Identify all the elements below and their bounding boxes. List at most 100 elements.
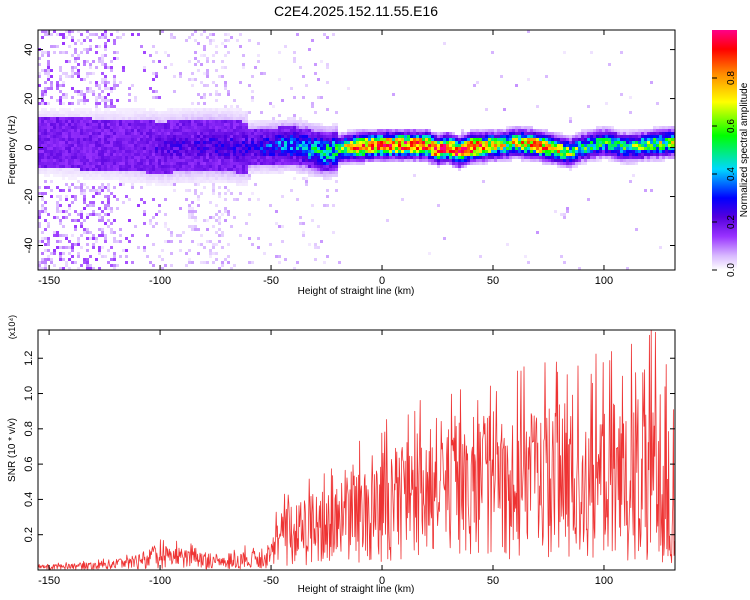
heatmap-cell — [176, 168, 179, 171]
heatmap-cell — [92, 201, 95, 204]
heatmap-cell — [569, 165, 572, 168]
heatmap-cell — [272, 126, 275, 129]
heatmap-cell — [113, 165, 116, 168]
heatmap-cell — [212, 261, 215, 264]
heatmap-cell — [428, 132, 431, 135]
heatmap-cell — [176, 141, 179, 144]
heatmap-cell — [500, 156, 503, 159]
heatmap-cell — [611, 126, 614, 129]
heatmap-cell — [188, 210, 191, 213]
heatmap-cell — [410, 150, 413, 153]
heatmap-cell — [98, 189, 101, 192]
heatmap-cell — [644, 147, 647, 150]
heatmap-cell — [596, 144, 599, 147]
heatmap-cell — [269, 153, 272, 156]
heatmap-cell — [554, 162, 557, 165]
heatmap-cell — [236, 180, 239, 183]
heatmap-cell — [344, 156, 347, 159]
heatmap-cell — [629, 135, 632, 138]
heatmap-cell — [479, 150, 482, 153]
heatmap-cell — [245, 153, 248, 156]
heatmap-cell — [548, 138, 551, 141]
heatmap-cell — [470, 156, 473, 159]
heatmap-cell — [482, 156, 485, 159]
heatmap-cell — [188, 120, 191, 123]
heatmap-cell — [608, 147, 611, 150]
heatmap-cell — [125, 153, 128, 156]
heatmap-cell — [497, 135, 500, 138]
heatmap-cell — [230, 111, 233, 114]
heatmap-cell — [53, 252, 56, 255]
heatmap-cell — [299, 129, 302, 132]
heatmap-cell — [95, 105, 98, 108]
heatmap-cell — [98, 213, 101, 216]
heatmap-cell — [113, 42, 116, 45]
heatmap-cell — [362, 150, 365, 153]
heatmap-cell — [233, 168, 236, 171]
heatmap-cell — [158, 147, 161, 150]
heatmap-cell — [170, 177, 173, 180]
heatmap-cell — [230, 120, 233, 123]
heatmap-cell — [80, 159, 83, 162]
heatmap-cell — [122, 159, 125, 162]
heatmap-cell — [131, 141, 134, 144]
heatmap-cell — [401, 147, 404, 150]
heatmap-cell — [260, 171, 263, 174]
heatmap-cell — [533, 138, 536, 141]
heatmap-cell — [512, 150, 515, 153]
heatmap-cell — [77, 186, 80, 189]
heatmap-cell — [560, 213, 563, 216]
heatmap-cell — [518, 126, 521, 129]
heatmap-cell — [131, 183, 134, 186]
heatmap-cell — [464, 135, 467, 138]
heatmap-cell — [662, 150, 665, 153]
heatmap-cell — [77, 54, 80, 57]
heatmap-cell — [113, 135, 116, 138]
heatmap-cell — [65, 171, 68, 174]
heatmap-cell — [365, 159, 368, 162]
heatmap-cell — [335, 144, 338, 147]
heatmap-cell — [521, 150, 524, 153]
heatmap-cell — [593, 159, 596, 162]
heatmap-cell — [119, 141, 122, 144]
heatmap-cell — [134, 129, 137, 132]
heatmap-cell — [116, 159, 119, 162]
heatmap-cell — [68, 204, 71, 207]
heatmap-cell — [266, 135, 269, 138]
heatmap-cell — [197, 204, 200, 207]
heatmap-cell — [134, 123, 137, 126]
heatmap-cell — [92, 204, 95, 207]
heatmap-cell — [95, 171, 98, 174]
heatmap-cell — [671, 144, 674, 147]
heatmap-cell — [182, 162, 185, 165]
heatmap-cell — [425, 156, 428, 159]
heatmap-cell — [281, 162, 284, 165]
heatmap-cell — [509, 150, 512, 153]
heatmap-cell — [50, 162, 53, 165]
heatmap-cell — [101, 216, 104, 219]
heatmap-cell — [266, 153, 269, 156]
heatmap-cell — [89, 153, 92, 156]
heatmap-cell — [623, 162, 626, 165]
heatmap-cell — [182, 165, 185, 168]
heatmap-cell — [494, 129, 497, 132]
heatmap-cell — [242, 177, 245, 180]
heatmap-cell — [191, 132, 194, 135]
heatmap-cell — [206, 171, 209, 174]
heatmap-cell — [122, 117, 125, 120]
heatmap-cell — [86, 174, 89, 177]
heatmap-cell — [221, 159, 224, 162]
heatmap-cell — [320, 123, 323, 126]
heatmap-cell — [53, 171, 56, 174]
heatmap-cell — [611, 141, 614, 144]
heatmap-cell — [527, 132, 530, 135]
heatmap-cell — [104, 213, 107, 216]
heatmap-cell — [344, 147, 347, 150]
heatmap-cell — [77, 75, 80, 78]
heatmap-cell — [215, 84, 218, 87]
heatmap-cell — [125, 108, 128, 111]
snr-panel: -150 -100 -50 0 50 100 0.20.40.60.81.01.2 Hei… — [7, 315, 676, 595]
heatmap-cell — [554, 153, 557, 156]
heatmap-cell — [554, 159, 557, 162]
